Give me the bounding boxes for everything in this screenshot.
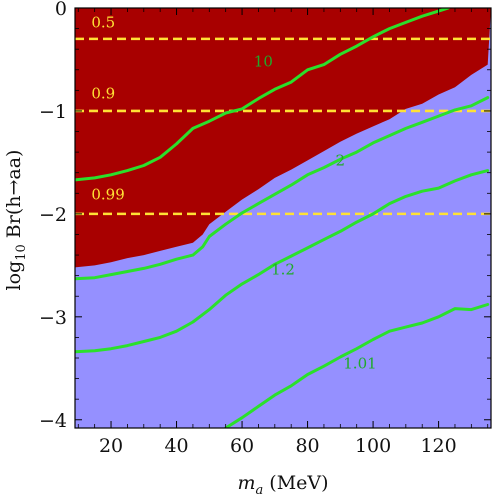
y-tick-label: −3	[39, 307, 67, 329]
y-tick-label: 0	[55, 0, 67, 20]
plot-labels: 10 2 1.2 1.01 0.5 0.9 0.99	[91, 14, 376, 373]
contour-line	[75, 8, 450, 182]
contour-label: 10	[254, 53, 273, 71]
y-axis-label: log10 Br(h→aa)	[3, 150, 29, 291]
x-tick-label: 120	[420, 435, 456, 457]
y-tick-label: −1	[39, 101, 67, 123]
y-tick-label: −4	[39, 410, 67, 432]
contour-label: 2	[336, 152, 346, 170]
axis-ticks: 20 40 60 80 100 120 0 −1 −2 −3 −4	[39, 0, 491, 457]
excluded-region	[75, 8, 491, 268]
plot-frame	[74, 7, 492, 429]
x-axis-label-sub: a	[255, 483, 263, 497]
x-tick-label: 20	[99, 435, 123, 457]
x-axis-label-main: m	[237, 472, 255, 494]
contour-lines	[75, 8, 490, 428]
y-axis-label-sub: 10	[14, 244, 29, 261]
x-axis-label: ma (MeV)	[237, 472, 328, 497]
y-axis-label-pre: log	[3, 261, 25, 291]
x-tick-label: 40	[164, 435, 188, 457]
x-tick-label: 80	[295, 435, 319, 457]
contour-line	[75, 169, 490, 354]
threshold-label: 0.5	[91, 14, 115, 32]
x-axis-label-unit: (MeV)	[263, 472, 328, 494]
contour-line	[75, 96, 490, 281]
threshold-label: 0.99	[91, 185, 124, 203]
y-tick-label: −2	[39, 204, 67, 226]
threshold-label: 0.9	[91, 85, 115, 103]
x-tick-label: 60	[230, 435, 254, 457]
x-tick-label: 100	[355, 435, 391, 457]
contour-label: 1.01	[343, 354, 376, 372]
contour-line	[224, 303, 490, 428]
y-axis-label-post: Br(h→aa)	[3, 150, 25, 245]
contour-label: 1.2	[271, 261, 295, 279]
plot-area	[75, 8, 491, 428]
